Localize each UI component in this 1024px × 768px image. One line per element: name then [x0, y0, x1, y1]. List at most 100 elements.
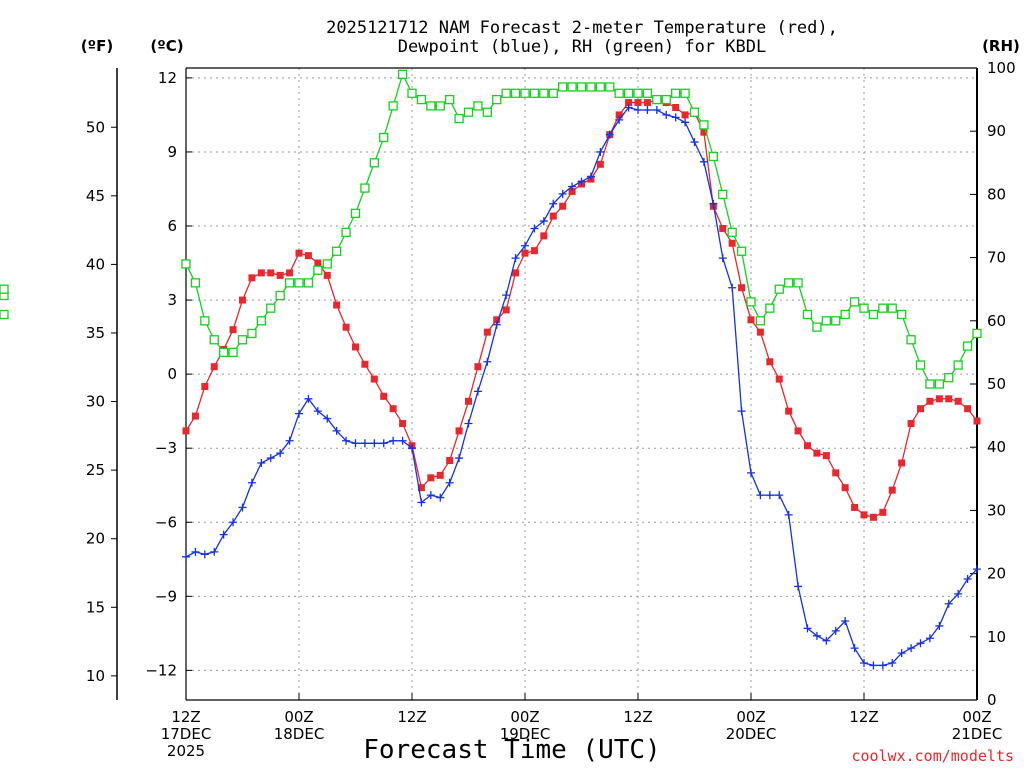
rh-point: [313, 265, 323, 275]
rh-point: [708, 151, 718, 162]
rh-point: [360, 183, 370, 193]
temperature-point: [973, 417, 981, 425]
temperature-point: [672, 104, 680, 111]
celsius-tick-label: −3: [155, 439, 177, 457]
temperature-point: [427, 474, 435, 482]
dewpoint-point: [775, 491, 784, 500]
temperature-point: [728, 239, 736, 247]
time-tick-label: 19DEC: [500, 725, 551, 743]
dewpoint-point: [342, 436, 351, 445]
temperature-point: [700, 128, 708, 136]
rh-point: [200, 316, 210, 326]
chart-title-line-2: Dewpoint (blue), RH (green) for KBDL: [398, 37, 766, 57]
dewpoint-point: [370, 439, 379, 448]
time-tick-label: 12Z: [397, 708, 426, 726]
rh-point: [605, 82, 615, 92]
temperature-point: [794, 427, 802, 435]
celsius-tick-label: 3: [167, 291, 177, 309]
temperature-point: [417, 484, 425, 492]
celsius-tick-label: −6: [155, 513, 177, 531]
dewpoint-point: [822, 636, 831, 645]
dewpoint-point: [605, 130, 614, 139]
dewpoint-point: [295, 409, 303, 418]
rh-point: [303, 278, 314, 288]
temperature-point: [399, 420, 407, 427]
temperature-point: [530, 247, 538, 255]
celsius-axis-ticks: 12 9 6 3 0 −3 −6 −9 −12: [145, 69, 192, 679]
chart-title-line-1: 2025121712 NAM Forecast 2-meter Temperat…: [326, 18, 838, 38]
dewpoint-point: [718, 254, 727, 263]
temperature-point: [540, 232, 548, 240]
time-tick-label: 12Z: [623, 708, 652, 726]
rh-point: [369, 158, 379, 168]
rh-point: [501, 88, 511, 98]
dewpoint-point: [351, 439, 360, 448]
dewpoint-point: [756, 491, 765, 500]
temperature-point: [304, 252, 312, 260]
rh-point: [849, 297, 860, 307]
temperature-point: [964, 405, 972, 413]
rh-tick-label: 80: [987, 185, 1006, 203]
dewpoint-point: [681, 118, 690, 127]
dewpoint-point: [464, 419, 473, 428]
rh-point: [190, 278, 201, 288]
dewpoint-point: [615, 115, 624, 124]
temperature-point: [738, 284, 746, 292]
temperature-point: [907, 420, 915, 427]
rh-point: [661, 94, 671, 105]
temperature-point: [267, 269, 275, 277]
temperature-point: [201, 382, 209, 390]
dewpoint-point: [332, 426, 341, 435]
rh-point: [463, 107, 474, 117]
temperature-point: [333, 301, 341, 309]
rh-point: [520, 88, 530, 98]
rh-point: [953, 360, 963, 370]
rh-tick-label: 40: [987, 438, 1006, 456]
dewpoint-point: [502, 291, 511, 300]
dewpoint-point: [944, 599, 953, 608]
time-tick-label: 00Z: [736, 708, 765, 726]
rh-point: [473, 101, 483, 111]
temperature-point: [286, 269, 294, 277]
temperature-point: [804, 442, 811, 450]
rh-tick-label: 100: [987, 59, 1016, 77]
dewpoint-point: [408, 444, 416, 453]
fahrenheit-tick-label: 25: [86, 461, 105, 479]
rh-point: [294, 278, 304, 288]
dewpoint-point: [568, 182, 577, 191]
rh-tick-label: 60: [987, 312, 1006, 330]
rh-point: [492, 94, 502, 105]
dewpoint-point: [304, 394, 313, 403]
rh-point: [379, 132, 389, 143]
rh-point: [652, 94, 662, 105]
dewpoint-point: [728, 283, 737, 292]
dewpoint-point: [747, 468, 755, 477]
temperature-point: [756, 328, 764, 336]
fahrenheit-tick-label: 45: [86, 187, 105, 205]
rh-point: [699, 120, 709, 130]
series-rh: [0, 69, 982, 389]
time-tick-label: 12Z: [171, 708, 200, 726]
dewpoint-point: [897, 649, 906, 658]
time-tick-label: 20DEC: [726, 725, 777, 743]
celsius-tick-label: 6: [167, 217, 177, 235]
rh-point: [275, 290, 285, 301]
dewpoint-point: [389, 436, 398, 445]
rh-point: [266, 303, 276, 313]
temperature-point: [643, 99, 651, 107]
dewpoint-point: [285, 436, 294, 445]
temperature-point: [257, 269, 265, 277]
dewpoint-point: [803, 624, 812, 633]
temperature-point: [342, 323, 350, 331]
temperature-point: [352, 343, 359, 351]
dewpoint-point: [577, 177, 586, 186]
rh-point: [774, 284, 784, 294]
temperature-point: [182, 427, 190, 435]
temperature-point: [898, 459, 906, 467]
temperature-point: [248, 274, 256, 282]
temperature-point: [493, 316, 501, 324]
rh-point: [633, 88, 643, 98]
temperature-point: [512, 269, 520, 277]
x-axis-label: Forecast Time (UTC): [363, 735, 660, 765]
celsius-tick-label: −12: [145, 661, 177, 679]
